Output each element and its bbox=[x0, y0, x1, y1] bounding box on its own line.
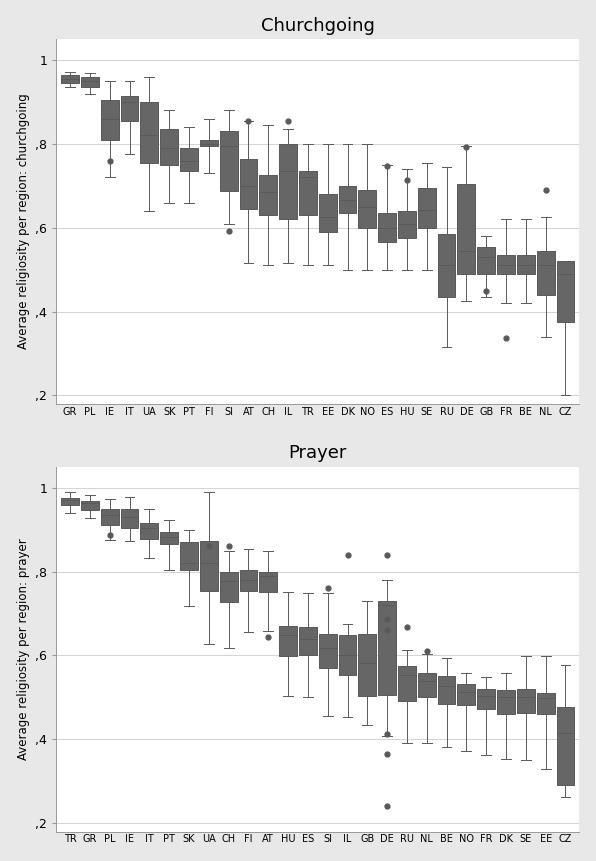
Y-axis label: Average religiosity per region: prayer: Average religiosity per region: prayer bbox=[17, 538, 30, 760]
Title: Prayer: Prayer bbox=[288, 444, 347, 462]
Bar bbox=[240, 570, 257, 591]
Bar bbox=[378, 213, 396, 243]
Bar bbox=[339, 635, 356, 675]
Bar bbox=[517, 255, 535, 274]
Bar bbox=[200, 542, 218, 592]
Bar bbox=[418, 673, 436, 697]
Bar bbox=[259, 176, 277, 215]
Bar bbox=[319, 635, 337, 668]
Bar bbox=[81, 77, 99, 87]
Bar bbox=[398, 666, 416, 701]
Bar bbox=[339, 186, 356, 213]
Bar bbox=[101, 100, 119, 139]
Bar bbox=[81, 501, 99, 510]
Bar bbox=[358, 190, 376, 227]
Bar bbox=[160, 129, 178, 164]
Bar bbox=[120, 509, 138, 528]
Title: Churchgoing: Churchgoing bbox=[261, 16, 375, 34]
Bar bbox=[120, 96, 138, 121]
Bar bbox=[497, 690, 515, 714]
Bar bbox=[557, 707, 575, 784]
Bar bbox=[299, 171, 317, 215]
Bar bbox=[477, 247, 495, 274]
Bar bbox=[200, 140, 218, 146]
Bar bbox=[437, 234, 455, 297]
Bar bbox=[180, 542, 198, 570]
Bar bbox=[497, 255, 515, 274]
Bar bbox=[220, 131, 238, 191]
Bar bbox=[458, 183, 476, 274]
Bar bbox=[517, 689, 535, 713]
Bar bbox=[398, 211, 416, 238]
Bar bbox=[557, 261, 575, 322]
Bar bbox=[279, 144, 297, 220]
Bar bbox=[141, 523, 159, 539]
Bar bbox=[537, 693, 554, 714]
Bar bbox=[378, 601, 396, 696]
Bar bbox=[240, 158, 257, 209]
Bar bbox=[279, 626, 297, 656]
Bar bbox=[458, 684, 476, 705]
Bar bbox=[61, 498, 79, 505]
Bar bbox=[418, 188, 436, 227]
Bar bbox=[437, 677, 455, 704]
Bar bbox=[358, 635, 376, 696]
Bar bbox=[319, 195, 337, 232]
Bar bbox=[61, 76, 79, 83]
Bar bbox=[180, 148, 198, 171]
Bar bbox=[220, 572, 238, 602]
Y-axis label: Average religiosity per region: churchgoing: Average religiosity per region: churchgo… bbox=[17, 94, 30, 350]
Bar bbox=[477, 689, 495, 709]
Bar bbox=[160, 532, 178, 544]
Bar bbox=[299, 628, 317, 654]
Bar bbox=[141, 102, 159, 163]
Bar bbox=[259, 572, 277, 592]
Bar bbox=[537, 251, 554, 294]
Bar bbox=[101, 510, 119, 524]
